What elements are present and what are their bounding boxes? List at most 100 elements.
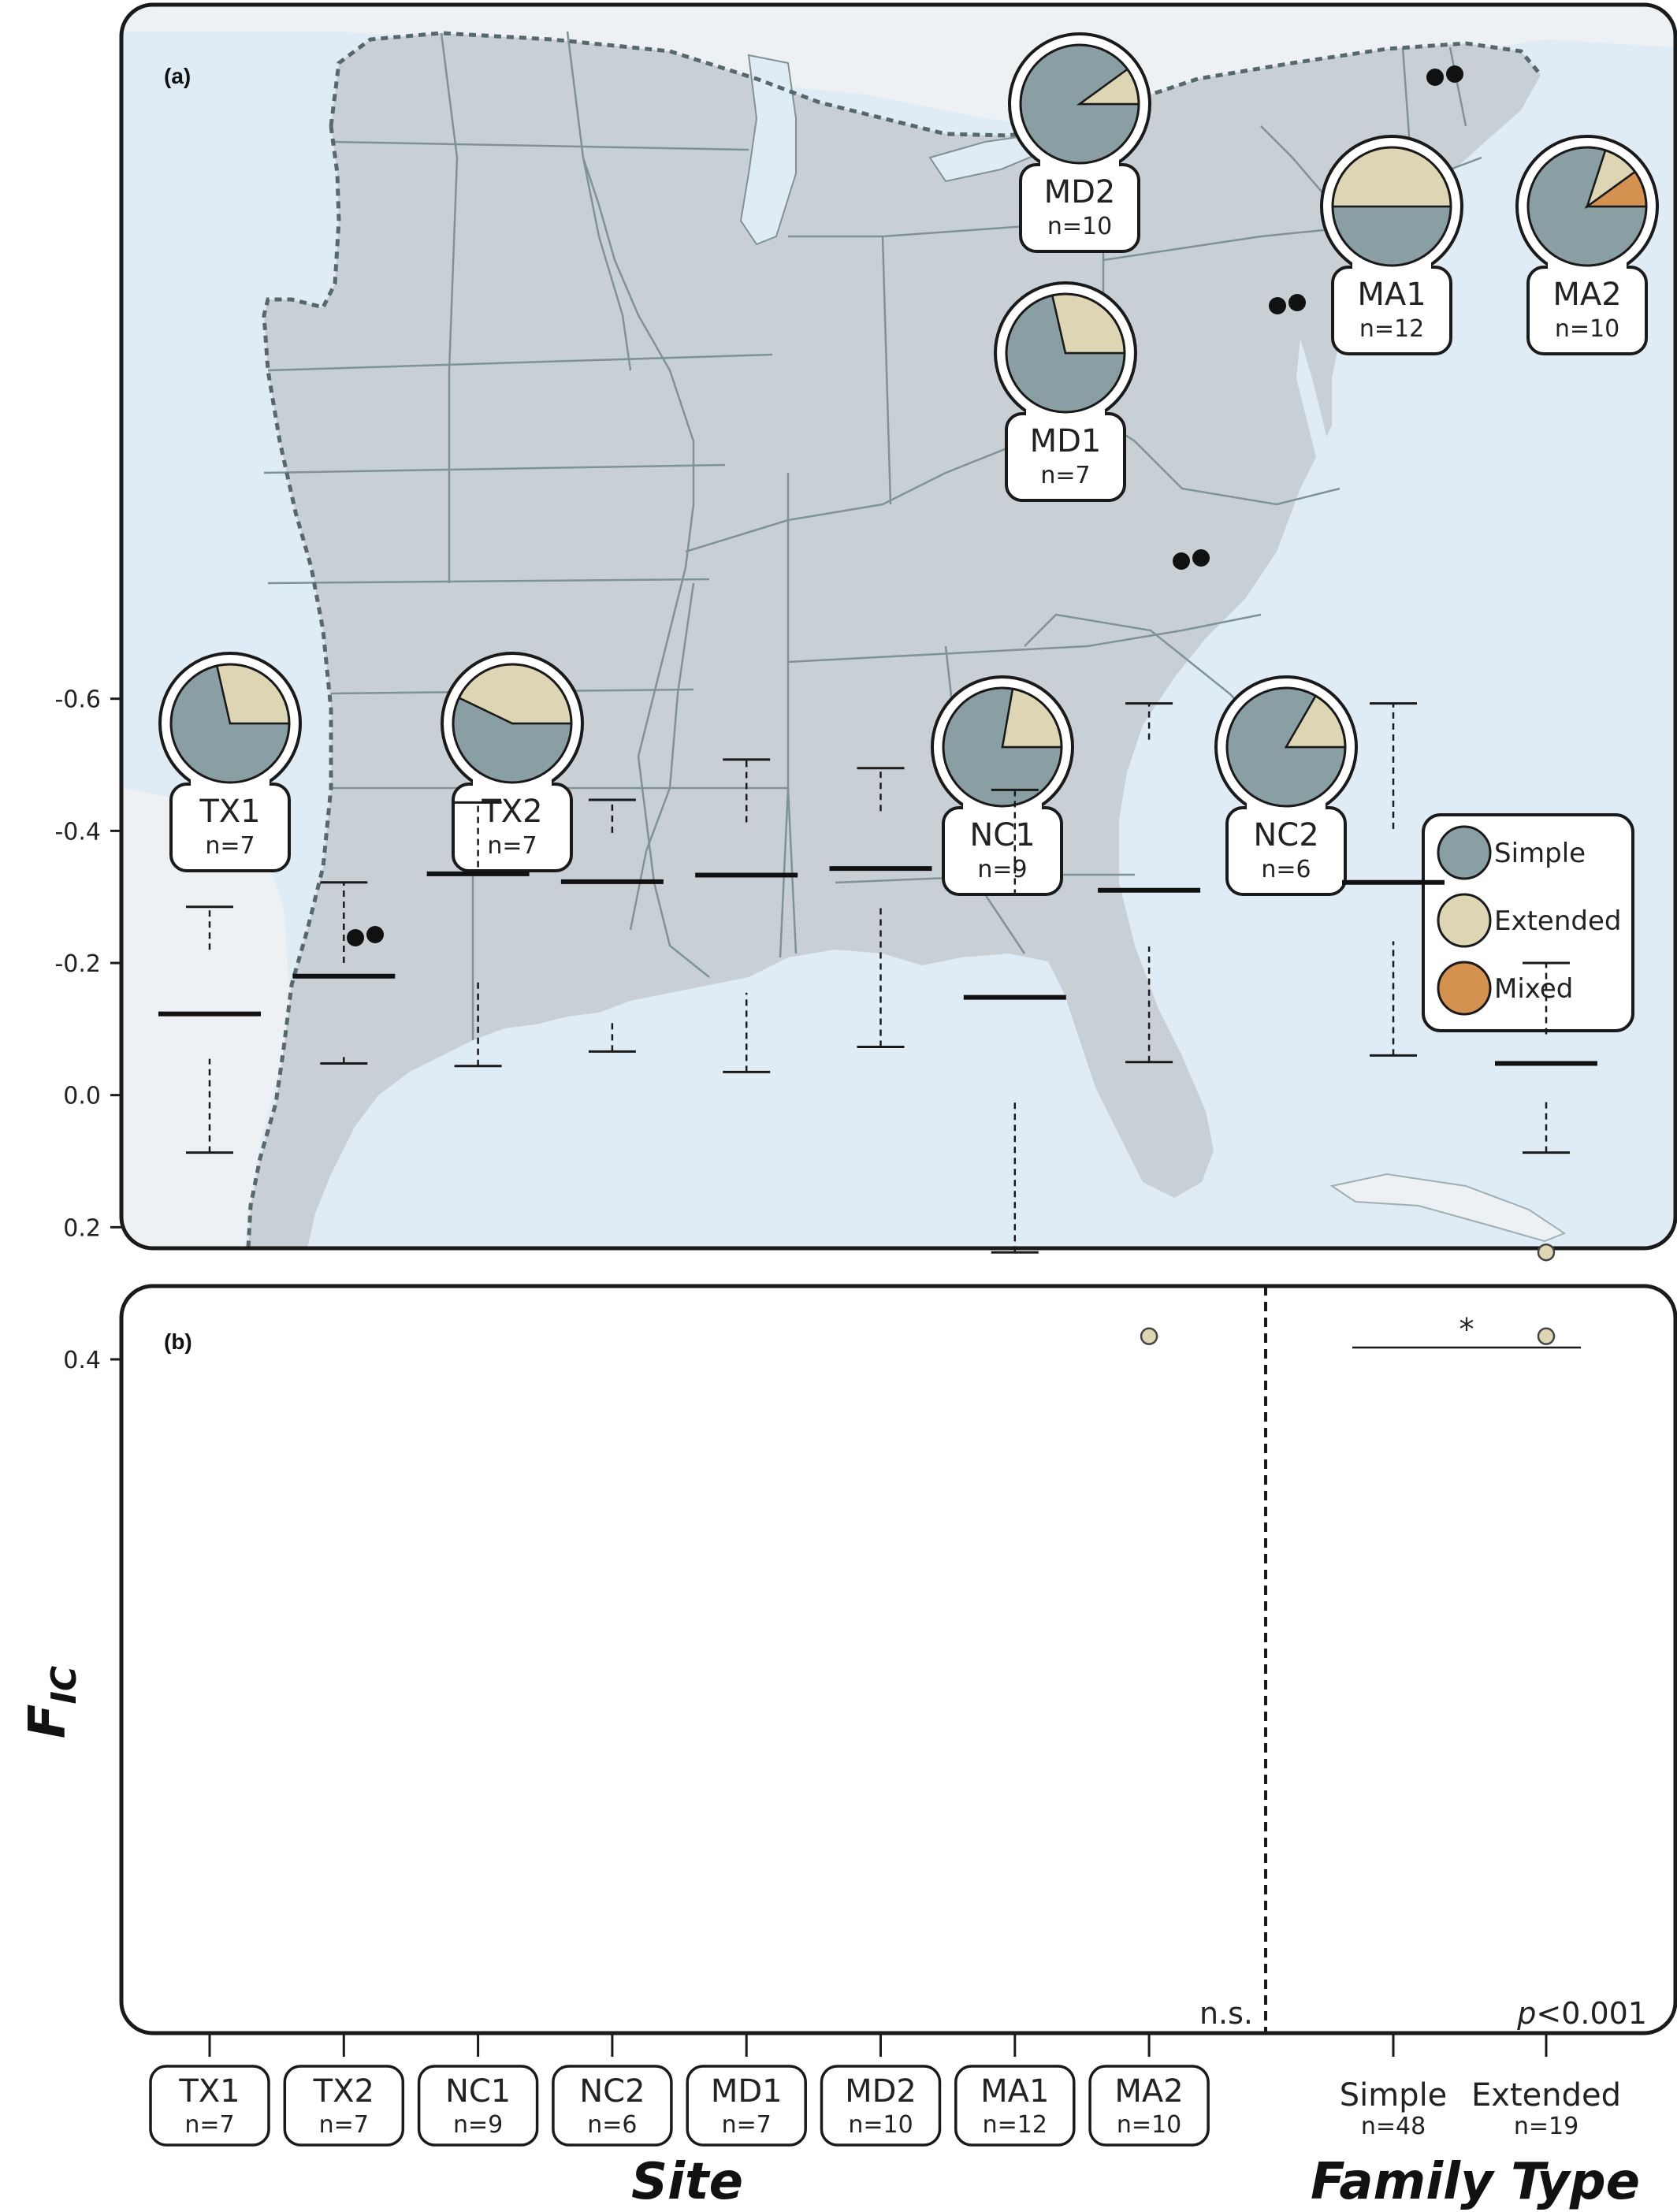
x-label-name: TX2 (313, 2073, 374, 2110)
y-tick-label: 0.4 (63, 1347, 101, 1374)
family-note-value: <0.001 (1536, 1996, 1647, 2031)
mississippi-river (582, 157, 710, 978)
sample-dot (1426, 69, 1444, 86)
outlier-point (1537, 1327, 1556, 1345)
family-note: p<0.001 (1516, 1996, 1647, 2031)
x-label-box (283, 2065, 405, 2147)
site-label-name: NC1 (969, 817, 1035, 853)
sample-dot (1269, 297, 1286, 314)
y-tick-label: -0.2 (54, 950, 101, 978)
x-label-n: n=9 (453, 2111, 503, 2139)
legend-label-extended: Extended (1494, 905, 1621, 937)
sample-dot (347, 929, 364, 946)
x-label-name: MD1 (711, 2073, 783, 2110)
site-label-n: n=6 (1261, 856, 1311, 883)
pie-outline (1225, 686, 1347, 808)
x-label-box (417, 2065, 539, 2147)
site-label-name: NC2 (1253, 817, 1318, 853)
x-label-name: NC1 (445, 2073, 511, 2110)
legend-swatch-mixed (1437, 961, 1492, 1016)
sample-dot (1192, 549, 1210, 567)
pie-outline (942, 686, 1063, 808)
significance-star: * (1459, 1312, 1474, 1347)
site-note: n.s. (1199, 1996, 1253, 2031)
map-panel-label: (a) (164, 64, 191, 88)
map-panel-border (119, 2, 1677, 1251)
y-tick-label: -0.6 (54, 686, 101, 714)
x-label-n: n=6 (587, 2111, 637, 2139)
x-label-name: NC2 (579, 2073, 645, 2110)
site-label-n: n=12 (1359, 315, 1424, 343)
family-note-p: p (1516, 1996, 1536, 2031)
chart-panel-border (119, 1284, 1677, 2035)
site-label-name: TX1 (199, 794, 260, 830)
x-label-box (686, 2065, 807, 2147)
legend-label-simple: Simple (1494, 838, 1586, 869)
chart-panel: (b) n.s. p<0.001 FIC 0.4 0.2 0.0 -0.2 -0.4 -0… (19, 686, 1677, 2211)
svg-text:FIC: FIC (19, 1666, 84, 1738)
x-label-name: TX1 (178, 2073, 240, 2110)
legend-swatch-extended (1437, 893, 1492, 948)
y-tick-label: -0.4 (54, 818, 101, 846)
x-label-n: n=19 (1514, 2113, 1578, 2140)
site-label-name: MA1 (1357, 277, 1426, 313)
sample-dot (366, 926, 384, 943)
x-label-name: Extended (1471, 2077, 1621, 2113)
outlier-point (1140, 1327, 1158, 1345)
x-label-box (1088, 2065, 1210, 2147)
x-label-box (552, 2065, 673, 2147)
x-label-n: n=48 (1361, 2113, 1426, 2140)
sample-dot (1288, 294, 1306, 311)
map-legend: Simple Extended Mixed (1422, 813, 1634, 1032)
sample-dots-ma (1426, 65, 1463, 86)
x-label-name: MA2 (1114, 2073, 1183, 2110)
site-label-n: n=7 (1040, 462, 1090, 489)
site-label-name: MD1 (1030, 423, 1102, 459)
x-label-name: MA1 (980, 2073, 1049, 2110)
chart-panel-label: (b) (164, 1329, 192, 1354)
pie-outline (1331, 146, 1452, 267)
x-label-name: MD2 (845, 2073, 917, 2110)
legend-swatch-simple (1437, 825, 1492, 880)
site-axis-title: Site (631, 2153, 743, 2211)
x-label-n: n=7 (184, 2111, 234, 2139)
pie-outline (1005, 292, 1126, 414)
pie-outline (1526, 146, 1648, 267)
pie-outline (452, 663, 573, 784)
site-label-n: n=10 (1047, 213, 1112, 240)
x-label-n: n=7 (319, 2111, 369, 2139)
y-tick-label: 0.0 (63, 1083, 101, 1110)
y-tick-label: 0.2 (63, 1214, 101, 1242)
x-label-n: n=10 (848, 2111, 913, 2139)
y-axis-title-sub: IC (44, 1666, 84, 1705)
y-axis-ticks: 0.4 0.2 0.0 -0.2 -0.4 -0.6 (54, 686, 121, 1374)
pie-outline (1019, 43, 1140, 165)
mexico-land (121, 788, 292, 1248)
x-label-n: n=10 (1117, 2111, 1181, 2139)
significance-marker: * (1352, 1312, 1581, 1349)
y-axis-title: FIC (19, 1666, 84, 1738)
state-borders (263, 31, 1482, 1040)
pie-outline (169, 663, 291, 784)
sample-dots-tx (347, 926, 384, 946)
site-label-name: MD2 (1044, 174, 1116, 210)
site-label-name: TX2 (481, 794, 542, 830)
